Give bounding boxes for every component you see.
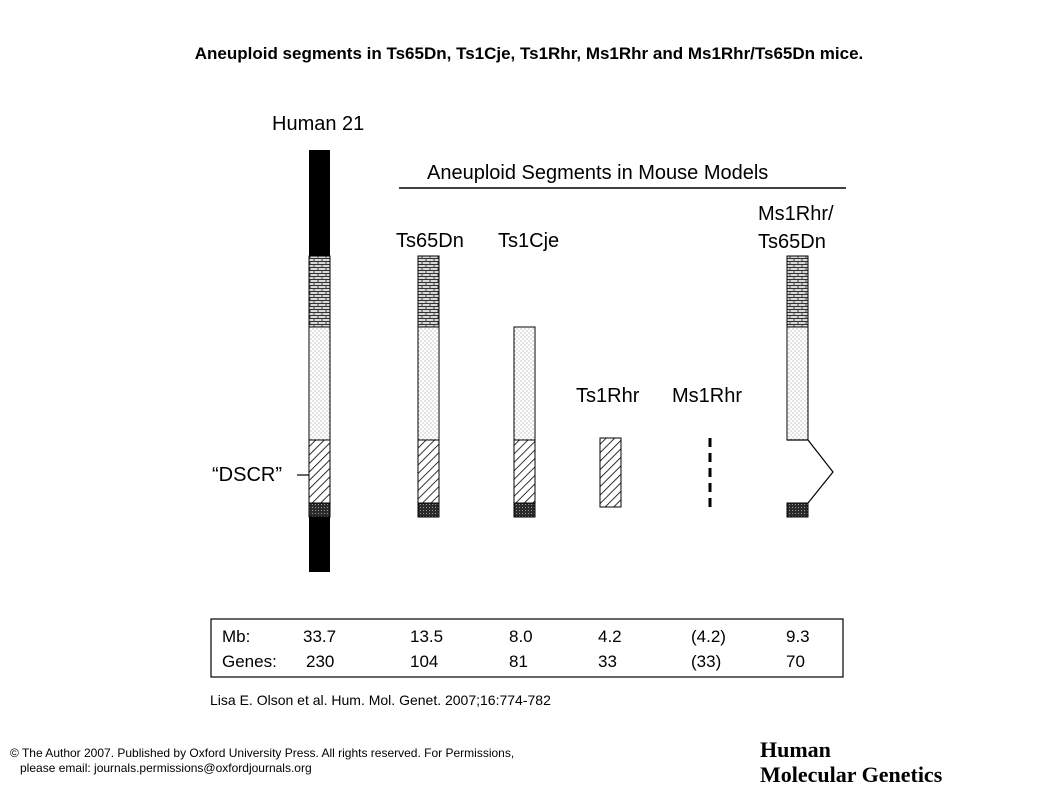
- ts65dn-segment: [417, 255, 440, 518]
- mb-ms1rhr-ts65dn: 9.3: [786, 627, 810, 646]
- genes-ts1rhr: 33: [598, 652, 617, 671]
- ms1rhr-ts65dn-label-line1: Ms1Rhr/: [758, 203, 834, 225]
- ts1rhr-label: Ts1Rhr: [576, 385, 640, 407]
- mb-ts65dn: 13.5: [410, 627, 443, 646]
- genes-ms1rhr: (33): [691, 652, 721, 671]
- copyright-line-1: © The Author 2007. Published by Oxford U…: [10, 746, 515, 760]
- row-label-mb: Mb:: [222, 627, 250, 646]
- ms1rhr-label: Ms1Rhr: [672, 385, 742, 407]
- mouse-models-header: Aneuploid Segments in Mouse Models: [427, 162, 768, 184]
- ts1rhr-segment: [599, 437, 622, 508]
- copyright-notice: © The Author 2007. Published by Oxford U…: [10, 746, 514, 776]
- mb-ts1rhr: 4.2: [598, 627, 622, 646]
- genes-ms1rhr-ts65dn: 70: [786, 652, 805, 671]
- stats-table: Mb: Genes: 33.7 13.5 8.0 4.2 (4.2) 9.3 2…: [222, 627, 810, 671]
- mb-ts1cje: 8.0: [509, 627, 533, 646]
- ts1cje-label: Ts1Cje: [498, 230, 559, 252]
- mb-ms1rhr: (4.2): [691, 627, 726, 646]
- ms1rhr-ts65dn-segment: [786, 255, 834, 518]
- citation: Lisa E. Olson et al. Hum. Mol. Genet. 20…: [210, 692, 551, 708]
- copyright-line-2: please email: journals.permissions@oxfor…: [20, 761, 312, 775]
- mb-human21: 33.7: [303, 627, 336, 646]
- genes-ts65dn: 104: [410, 652, 438, 671]
- stats-table-border: [210, 618, 844, 678]
- human-21-label: Human 21: [272, 113, 364, 135]
- figure-title: Aneuploid segments in Ts65Dn, Ts1Cje, Ts…: [194, 44, 864, 63]
- dscr-label: “DSCR”: [212, 464, 282, 486]
- journal-logo-line-1: Human: [760, 737, 831, 762]
- journal-logo: Human Molecular Genetics: [760, 737, 942, 787]
- ts65dn-label: Ts65Dn: [396, 230, 464, 252]
- journal-logo-line-2: Molecular Genetics: [760, 762, 943, 787]
- ms1rhr-ts65dn-label-line2: Ts65Dn: [758, 231, 826, 253]
- genes-ts1cje: 81: [509, 652, 528, 671]
- genes-human21: 230: [306, 652, 334, 671]
- ts1cje-segment: [513, 326, 536, 518]
- human-21-chromosome: [308, 150, 331, 572]
- row-label-genes: Genes:: [222, 652, 277, 671]
